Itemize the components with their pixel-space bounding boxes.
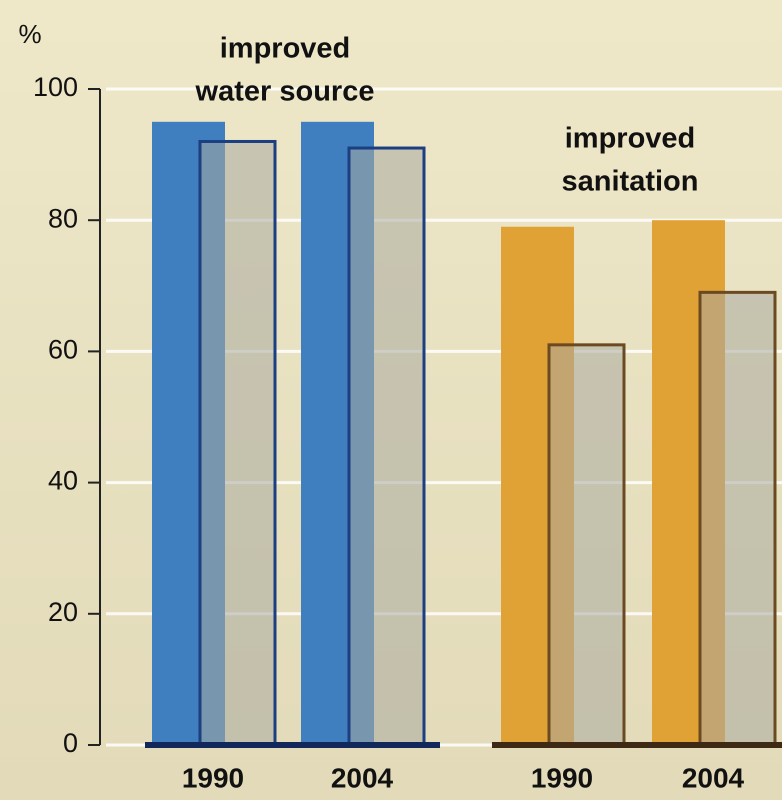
chart-title: sanitation xyxy=(562,166,699,198)
y-tick-label: 80 xyxy=(48,203,78,233)
x-tick-label: 1990 xyxy=(531,762,593,793)
baseline xyxy=(492,742,782,748)
bar-outline xyxy=(347,146,426,747)
x-tick-label: 2004 xyxy=(331,762,394,793)
bar-outline xyxy=(198,139,277,747)
baseline xyxy=(145,742,440,748)
chart-title: improved xyxy=(220,33,351,65)
chart-title: improved xyxy=(565,123,696,155)
bar-outline xyxy=(547,343,626,747)
chart-title: water source xyxy=(195,76,375,108)
bar-outline xyxy=(698,290,777,747)
y-tick-label: 60 xyxy=(48,335,78,365)
y-axis-label: % xyxy=(18,19,41,49)
x-tick-label: 1990 xyxy=(182,762,244,793)
y-tick-label: 100 xyxy=(33,72,78,102)
x-tick-label: 2004 xyxy=(682,762,745,793)
y-tick-label: 20 xyxy=(48,597,78,627)
y-tick-label: 0 xyxy=(63,728,78,758)
y-tick-label: 40 xyxy=(48,466,78,496)
